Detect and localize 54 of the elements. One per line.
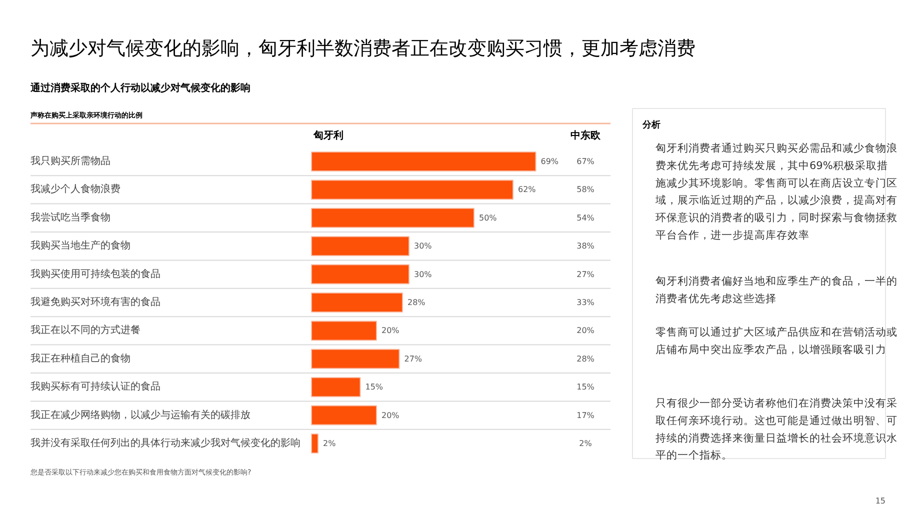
data-label: 15%: [365, 382, 384, 392]
y-tick-label: 我正在减少网络购物，以减少与运输有关的碳排放: [30, 408, 250, 421]
text: 2%: [579, 439, 592, 448]
text: 67%: [576, 157, 594, 166]
bar: [311, 377, 361, 398]
bar: [311, 405, 377, 426]
bar: [311, 348, 400, 369]
text: 零售商可以通过扩大区域产品供应和在营销活动或店铺布局中突出应季农产品，以增强顾客吸引力: [656, 326, 898, 356]
text: 58%: [576, 185, 594, 194]
text: 28%: [576, 354, 594, 364]
data-label: 20%: [382, 326, 400, 336]
text: 分析: [642, 120, 660, 130]
series-label: 匈牙利: [312, 130, 344, 142]
text: 只有很少一部分受访者称他们在消费决策中没有采取任何亲环境行动。这也可能是通过做出明智、可持续的消费选择来衡量日益增长的社会环境意识水平的一个指标。: [656, 396, 898, 462]
bar: [311, 292, 403, 312]
bar: [311, 152, 536, 172]
text: 匈牙利消费者通过购买只购买必需品和减少食物浪费来优先考虑可持续发展，其中69%积极采取措施减少其环境影响。零售商可以在商店设立专门区域，展示临近过期的产品，以减少浪费，提高对有环保意识的消费者的吸引力，同时探索与食物拯救平台合作，进一步提高库存效率: [654, 142, 898, 242]
data-label: 50%: [479, 213, 498, 222]
y-tick-label: 我减少个人食物浪费: [30, 183, 120, 196]
text: 匈牙利消费者偏好当地和应季生产的食品，一半的消费者优先考虑这些选择: [656, 274, 898, 305]
y-tick-label: 我购买标有可持续认证的食品: [30, 380, 160, 393]
data-label: 62%: [518, 185, 536, 194]
text: 通过消费采取的个人行动以减少对气候变化的影响: [30, 82, 250, 94]
text: 27%: [576, 270, 594, 279]
data-label: 27%: [404, 354, 422, 364]
y-tick-label: 我并没有采取任何列出的具体行动来减少我对气候变化的影响: [30, 437, 300, 449]
data-label: 30%: [414, 270, 432, 279]
text: 17%: [576, 410, 594, 420]
text: 33%: [576, 298, 594, 307]
bar: [311, 320, 377, 341]
y-tick-label: 我购买使用可持续包装的食品: [30, 268, 160, 280]
text: 54%: [576, 213, 594, 222]
data-label: 28%: [408, 298, 426, 307]
text: 20%: [576, 326, 594, 336]
y-tick-label: 我购买当地生产的食物: [30, 240, 130, 252]
text: 中东欧: [570, 130, 602, 142]
data-label: 2%: [323, 439, 336, 448]
text: 15%: [576, 382, 594, 392]
y-tick-label: 我避免购买对环境有害的食品: [30, 296, 160, 308]
data-label: 30%: [414, 242, 432, 251]
chart-title: 为减少对气候变化的影响，匈牙利半数消费者正在改变购买习惯，更加考虑消费: [30, 38, 696, 60]
bar: [311, 264, 410, 284]
data-label: 20%: [382, 410, 400, 420]
bar: [311, 208, 474, 228]
y-tick-label: 我正在以不同的方式进餐: [30, 324, 140, 336]
bar: [311, 180, 514, 200]
bar: [311, 236, 410, 256]
data-label: 69%: [540, 157, 559, 166]
text: 38%: [576, 242, 594, 251]
text: 15: [875, 496, 886, 506]
y-tick-label: 我正在种植自己的食物: [30, 352, 130, 364]
bar: [311, 434, 318, 454]
y-tick-label: 我只购买所需物品: [30, 155, 110, 167]
y-tick-label: 我尝试吃当季食物: [30, 211, 110, 224]
